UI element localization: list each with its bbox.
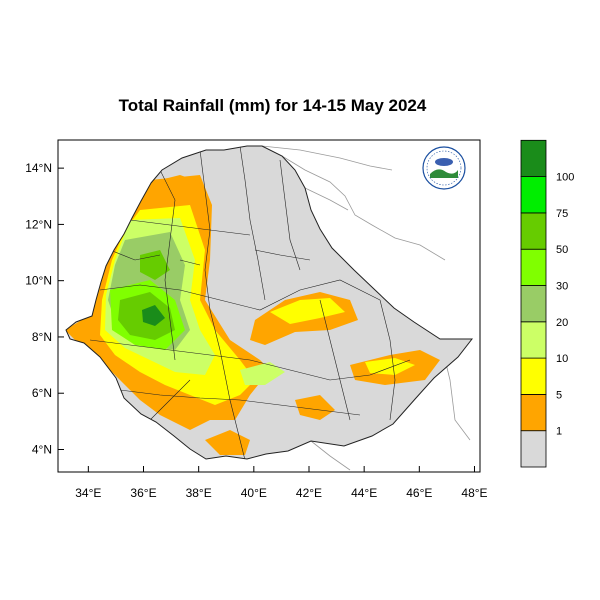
x-tick-label: 38°E bbox=[186, 486, 212, 500]
legend-swatch bbox=[520, 321, 547, 359]
legend-swatch bbox=[520, 248, 547, 286]
legend-swatch bbox=[520, 393, 547, 432]
legend-swatch bbox=[520, 176, 547, 214]
map-title: Total Rainfall (mm) for 14-15 May 2024 bbox=[118, 96, 427, 115]
legend-swatch bbox=[520, 139, 547, 178]
y-axis: 14°N 12°N 10°N 8°N 6°N 4°N bbox=[25, 161, 64, 456]
x-tick-label: 34°E bbox=[75, 486, 101, 500]
legend-label: 75 bbox=[556, 208, 568, 220]
meteorology-agency-logo-icon bbox=[422, 146, 466, 190]
legend-label: 5 bbox=[556, 389, 562, 401]
country-outline bbox=[65, 145, 474, 460]
x-tick-label: 44°E bbox=[351, 486, 377, 500]
x-tick-label: 40°E bbox=[241, 486, 267, 500]
y-tick-label: 6°N bbox=[32, 386, 52, 400]
y-tick-label: 14°N bbox=[25, 161, 52, 175]
x-tick-label: 36°E bbox=[130, 486, 156, 500]
legend-swatch bbox=[520, 212, 547, 250]
legend-swatch bbox=[520, 357, 547, 395]
x-tick-label: 42°E bbox=[296, 486, 322, 500]
legend-label: 30 bbox=[556, 281, 568, 293]
legend-label: 100 bbox=[556, 172, 574, 184]
rainfall-shading bbox=[66, 175, 440, 455]
y-tick-label: 4°N bbox=[32, 442, 52, 456]
x-tick-label: 48°E bbox=[461, 486, 487, 500]
admin-boundaries bbox=[89, 146, 411, 459]
x-axis: 34°E 36°E 38°E 40°E 42°E 44°E 46°E 48°E bbox=[75, 466, 488, 500]
legend-label: 1 bbox=[556, 426, 562, 438]
y-tick-label: 12°N bbox=[25, 217, 52, 231]
x-tick-label: 46°E bbox=[406, 486, 432, 500]
legend-swatch bbox=[520, 430, 547, 468]
y-tick-label: 10°N bbox=[25, 274, 52, 288]
legend-label: 20 bbox=[556, 317, 568, 329]
legend-swatch bbox=[520, 285, 547, 323]
y-tick-label: 8°N bbox=[32, 330, 52, 344]
color-legend: 1 5 10 20 30 50 75 100 bbox=[520, 139, 574, 468]
legend-label: 10 bbox=[556, 353, 568, 365]
legend-label: 50 bbox=[556, 244, 568, 256]
